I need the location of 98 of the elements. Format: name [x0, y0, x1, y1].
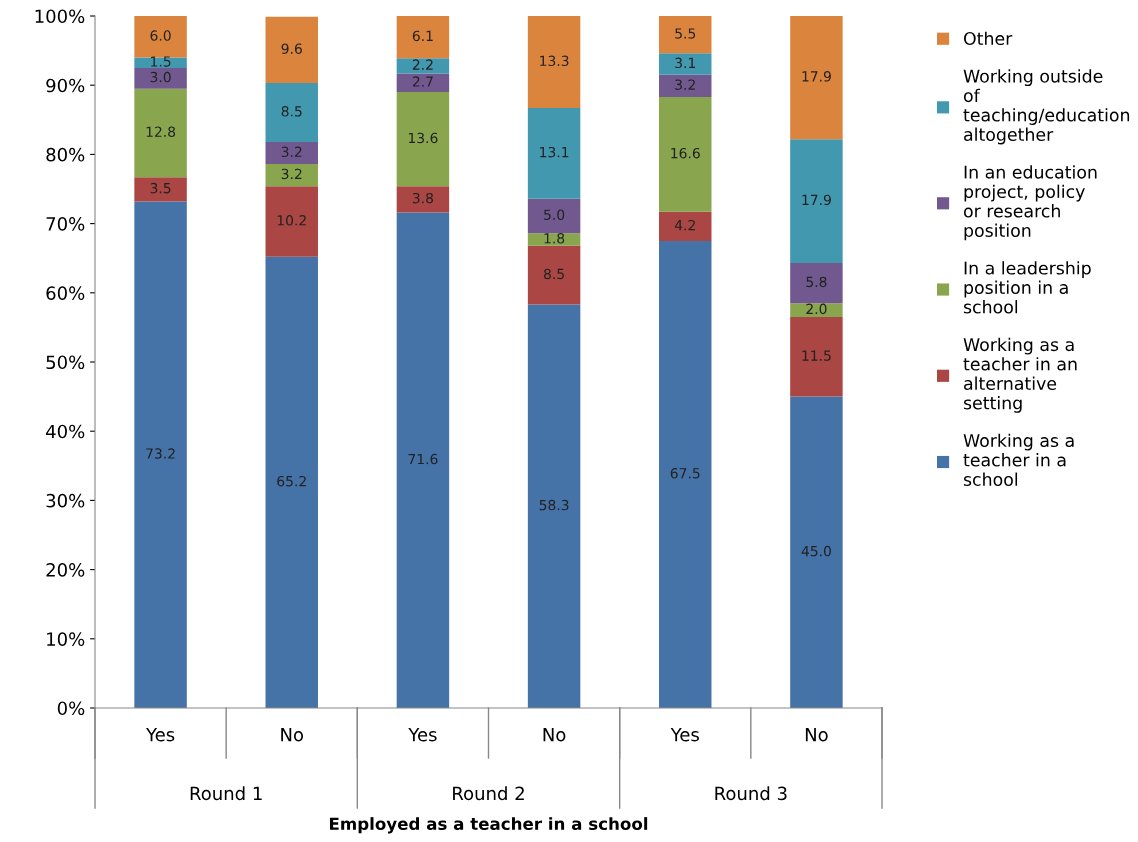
y-tick-label: 50% — [46, 355, 85, 370]
data-label: 1.8 — [544, 233, 565, 244]
bar — [396, 16, 450, 59]
data-label: 16.6 — [671, 147, 700, 159]
x-tick-label: Yes — [670, 728, 699, 742]
data-label: 3.2 — [675, 79, 695, 90]
bar — [659, 240, 712, 708]
bar — [396, 186, 450, 213]
legend-label: In a leadership position in a school — [963, 261, 1091, 314]
y-tick-label: 90% — [46, 78, 85, 93]
bar — [396, 92, 450, 187]
data-label: 11.5 — [802, 350, 831, 361]
bar — [527, 198, 581, 234]
data-label: 12.8 — [146, 126, 176, 137]
bar — [265, 256, 318, 708]
data-label: 6.1 — [412, 30, 433, 42]
x-tick-label: No — [805, 728, 828, 742]
y-tick-label: 70% — [46, 217, 85, 231]
legend-label: In an education project, policy or research position — [963, 165, 1097, 241]
data-label: 5.5 — [675, 28, 696, 39]
data-label: 13.1 — [540, 146, 569, 158]
bar — [265, 83, 318, 142]
x-tick-label: Yes — [145, 728, 175, 742]
y-tick-label: 20% — [46, 563, 85, 577]
data-label: 1.5 — [151, 56, 171, 67]
x-axis-title: Employed as a teacher in a school — [330, 817, 648, 834]
data-label: 13.3 — [540, 55, 569, 67]
legend-label: Other — [963, 31, 1013, 46]
bar — [265, 164, 318, 187]
bar — [790, 139, 843, 264]
bar — [134, 16, 187, 58]
data-label: 3.2 — [281, 146, 302, 158]
text: Round 3 — [715, 786, 787, 801]
bar — [527, 233, 581, 246]
y-tick-label: 80% — [46, 147, 85, 162]
bar — [659, 211, 712, 241]
bar — [790, 303, 843, 318]
data-label: 2.2 — [412, 59, 433, 70]
data-label: 3.2 — [281, 168, 302, 180]
data-label: 5.8 — [806, 276, 827, 288]
bar — [396, 73, 450, 93]
bar — [527, 304, 581, 708]
bar — [790, 317, 843, 397]
x-tick-label: No — [281, 728, 304, 742]
data-label: 58.3 — [539, 499, 569, 511]
y-tick-label: 40% — [46, 424, 85, 439]
bar — [790, 263, 843, 304]
bar — [790, 16, 843, 140]
bar — [265, 186, 318, 257]
y-tick-label: 10% — [47, 632, 85, 646]
bar — [659, 96, 712, 212]
data-label: 45.0 — [801, 545, 831, 557]
data-label: 17.9 — [802, 71, 831, 82]
legend-label: Working as a teacher in an alternative setting — [963, 337, 1077, 413]
data-label: 73.2 — [146, 448, 175, 459]
bar — [134, 67, 187, 89]
data-label: 8.5 — [543, 268, 564, 280]
bar — [396, 212, 450, 708]
data-label: 67.5 — [670, 467, 700, 479]
bar — [134, 177, 187, 202]
data-label: 3.1 — [675, 57, 696, 69]
bar — [134, 201, 187, 708]
bar — [265, 141, 318, 165]
legend-label: Working outside of teaching/education altogether — [963, 69, 1130, 145]
data-label: 3.0 — [150, 71, 171, 83]
data-label: 3.8 — [412, 192, 434, 204]
data-label: 9.6 — [281, 43, 302, 54]
data-label: 2.0 — [806, 303, 827, 315]
data-label: 13.6 — [408, 132, 438, 144]
data-label: 8.5 — [281, 106, 302, 117]
data-label: 4.2 — [674, 219, 695, 231]
data-label: 65.2 — [277, 475, 306, 487]
bar — [527, 245, 581, 305]
data-label: 10.2 — [277, 215, 306, 226]
x-tick-label: No — [543, 728, 566, 742]
text: Round 2 — [453, 786, 524, 801]
y-tick-label: 30% — [46, 493, 85, 508]
data-label: 6.0 — [150, 30, 171, 41]
legend-label: Working as a teacher in a school — [963, 433, 1074, 486]
y-tick-label: 60% — [46, 286, 85, 300]
bar — [790, 396, 843, 708]
bar — [659, 16, 712, 54]
data-label: 2.7 — [412, 76, 433, 87]
y-tick-label: 100% — [35, 9, 85, 24]
y-tick-label: 0% — [57, 701, 85, 716]
data-label: 5.0 — [544, 209, 565, 221]
bar — [659, 53, 712, 75]
bar — [265, 16, 318, 84]
bar — [396, 58, 450, 74]
bar — [659, 74, 712, 97]
text: Round 1 — [190, 786, 262, 801]
data-label: 3.5 — [150, 182, 171, 194]
bar — [527, 108, 581, 199]
bar — [134, 88, 187, 178]
x-tick-label: Yes — [408, 728, 437, 742]
data-label: 17.9 — [802, 194, 831, 206]
bar — [527, 16, 581, 109]
data-label: 71.6 — [408, 453, 438, 465]
